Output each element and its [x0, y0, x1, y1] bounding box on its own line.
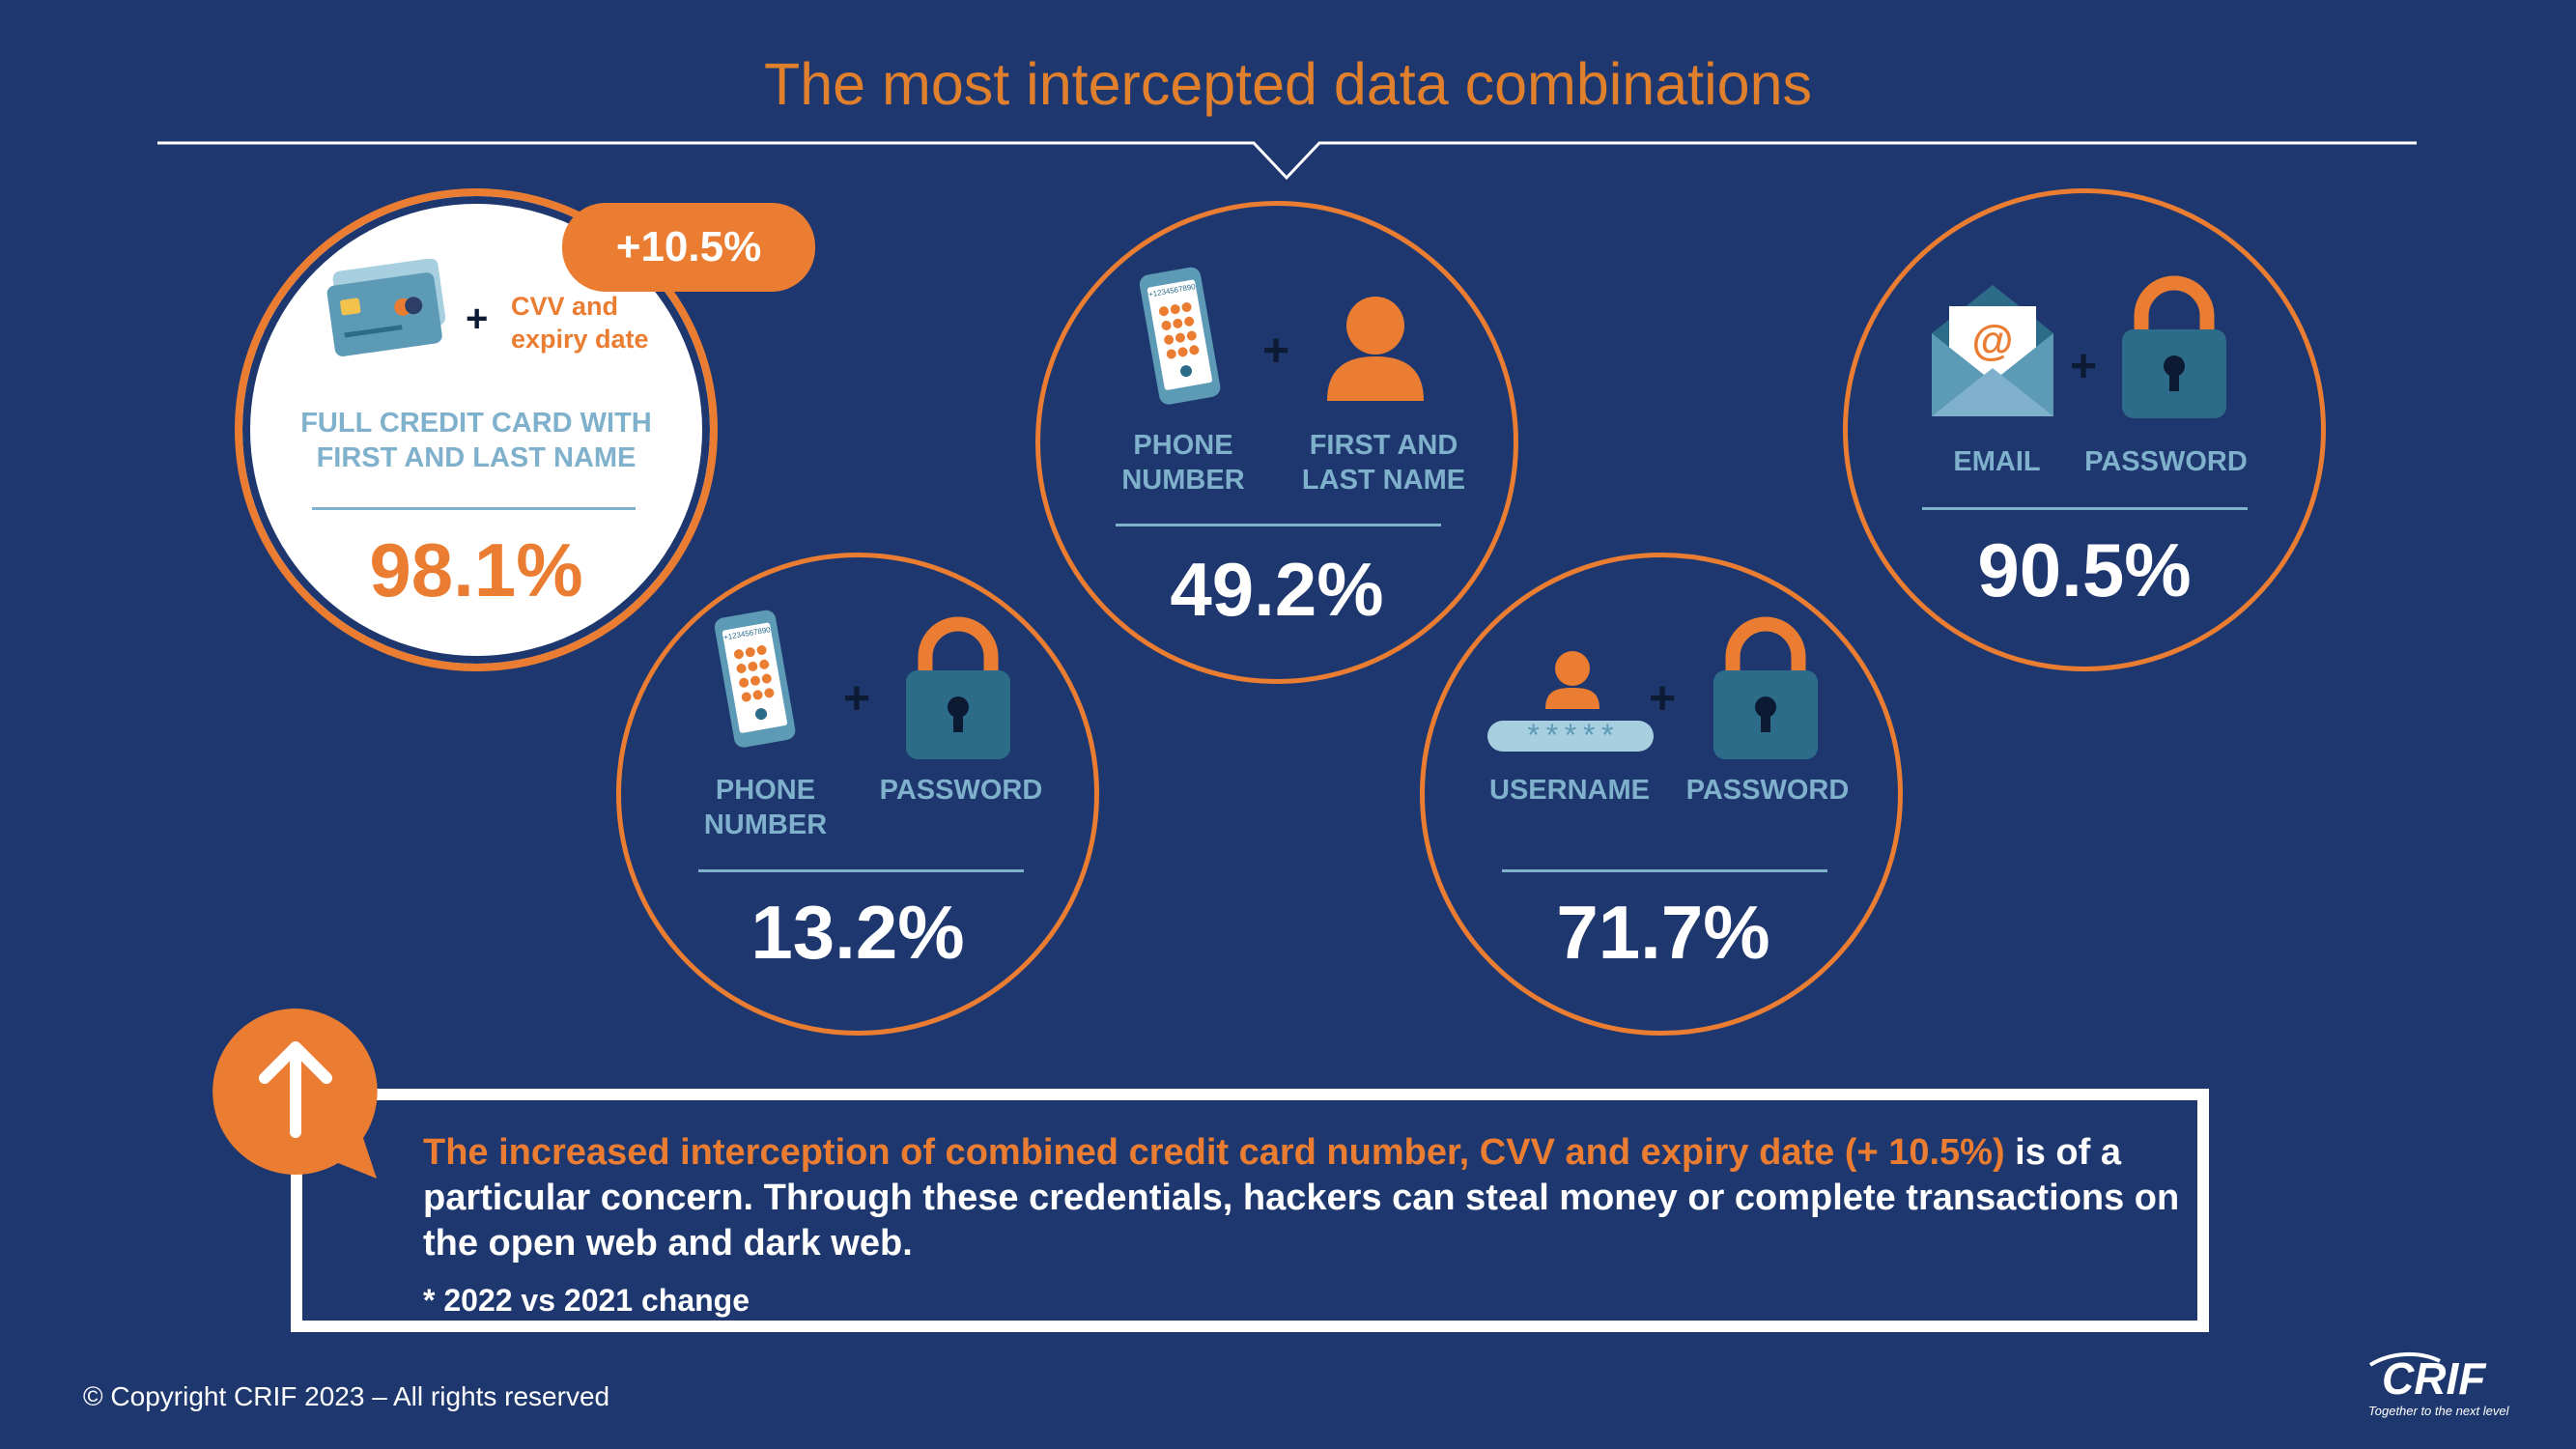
phone-password-circle: [616, 553, 1099, 1036]
phone-name-circle: [1035, 201, 1518, 684]
email-password-circle: [1843, 188, 2326, 671]
note-body: is of a particular concern. Through thes…: [423, 1132, 2180, 1264]
plus-icon: +: [466, 298, 489, 340]
password-label: PASSWORD: [1685, 775, 1850, 806]
phone-password-divider: [698, 869, 1024, 872]
username-password-value: 71.7%: [1556, 890, 1770, 975]
credit-card-divider: [312, 507, 636, 510]
phone-name-value: 49.2%: [1170, 547, 1384, 632]
page-title: The most intercepted data combinations: [763, 51, 1813, 117]
person-icon: [1325, 293, 1426, 406]
username-password-circle: [1420, 553, 1903, 1036]
note-highlight: The increased interception of combined c…: [423, 1132, 2005, 1173]
phone-label: PHONE NUMBER: [703, 775, 828, 840]
smartphone-icon: +1234567890: [1130, 266, 1227, 415]
plus-icon: +: [843, 673, 871, 724]
username-icon: *****: [1486, 649, 1656, 760]
note-text: The increased interception of combined c…: [423, 1130, 2181, 1266]
email-label: EMAIL: [1953, 446, 2041, 477]
email-password-value: 90.5%: [1977, 527, 2192, 612]
phone-password-value: 13.2%: [750, 890, 965, 975]
note-footnote: * 2022 vs 2021 change: [423, 1283, 750, 1318]
change-badge: +10.5%: [562, 203, 815, 292]
name-label: FIRST AND LAST NAME: [1301, 430, 1466, 496]
copyright-text: © Copyright CRIF 2023 – All rights reser…: [83, 1381, 610, 1411]
padlock-icon: [2120, 273, 2228, 425]
email-password-divider: [1922, 507, 2248, 510]
crif-logo: CRIF Together to the next level: [2363, 1348, 2527, 1430]
phone-name-divider: [1116, 524, 1441, 526]
logo-text: CRIF: [2382, 1353, 2487, 1404]
title-divider: [157, 141, 2417, 181]
note-box: [291, 1089, 2209, 1332]
plus-icon: +: [1649, 673, 1677, 724]
smartphone-icon: +1234567890: [705, 609, 802, 758]
password-label: PASSWORD: [2084, 446, 2248, 477]
username-label: USERNAME: [1489, 775, 1650, 806]
plus-icon: +: [2070, 341, 2098, 392]
credit-card-label: FULL CREDIT CARD WITH FIRST AND LAST NAM…: [300, 408, 652, 473]
envelope-icon: @: [1930, 277, 2055, 423]
phone-label: PHONE NUMBER: [1121, 430, 1245, 496]
padlock-icon: [1712, 614, 1820, 766]
arrow-up-icon: [211, 1007, 384, 1195]
password-label: PASSWORD: [879, 775, 1043, 806]
credit-card-value: 98.1%: [369, 527, 583, 612]
svg-text:@: @: [1972, 317, 2014, 364]
padlock-icon: [904, 614, 1012, 766]
plus-icon: +: [1262, 326, 1290, 377]
cvv-expiry-label: CVV and expiry date: [511, 292, 649, 354]
masked-password-text: *****: [1524, 721, 1617, 755]
logo-tagline: Together to the next level: [2368, 1404, 2510, 1418]
credit-card-icon: [321, 258, 456, 372]
username-password-divider: [1502, 869, 1827, 872]
